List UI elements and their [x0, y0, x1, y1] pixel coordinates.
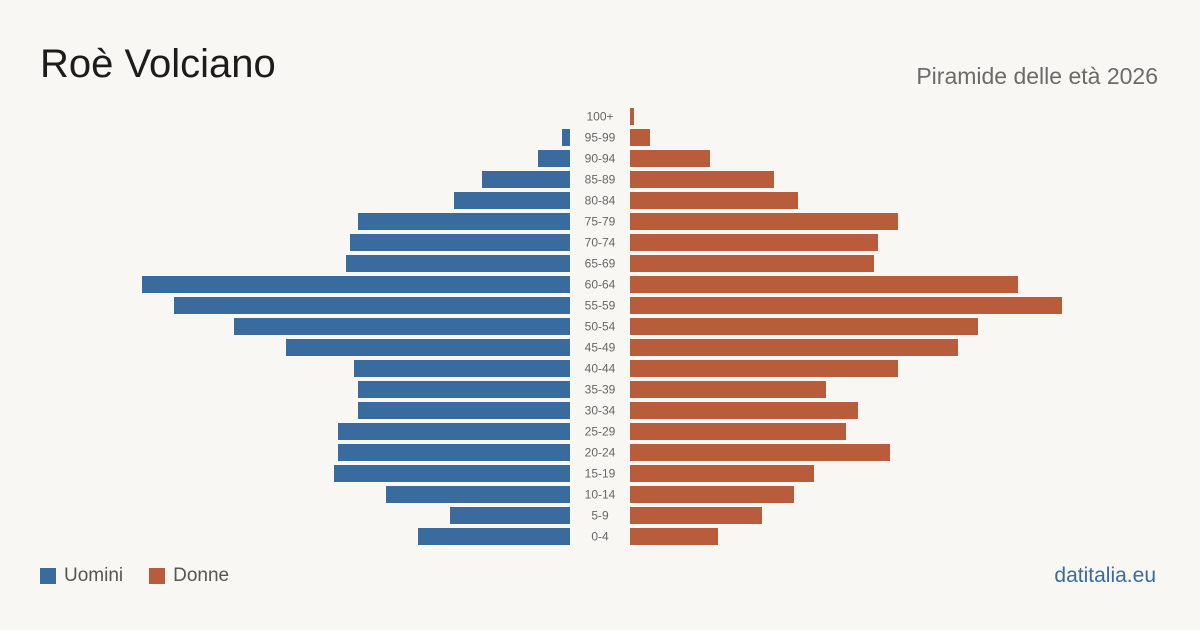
bar-men-0-4	[418, 528, 570, 545]
source-link[interactable]: datitalia.eu	[1054, 564, 1156, 587]
bar-men-30-34	[358, 402, 570, 419]
bar-men-5-9	[450, 507, 570, 524]
age-label-80-84: 80-84	[585, 194, 616, 208]
bar-women-30-34	[630, 402, 858, 419]
bar-women-20-24	[630, 444, 890, 461]
bar-men-50-54	[234, 318, 570, 335]
bar-women-15-19	[630, 465, 814, 482]
bar-men-55-59	[174, 297, 570, 314]
legend: Uomini Donne	[40, 565, 255, 587]
bar-men-75-79	[358, 213, 570, 230]
age-label-25-29: 25-29	[585, 425, 616, 439]
age-label-65-69: 65-69	[585, 257, 616, 271]
age-label-85-89: 85-89	[585, 173, 616, 187]
age-label-45-49: 45-49	[585, 341, 616, 355]
bar-women-65-69	[630, 255, 874, 272]
age-label-55-59: 55-59	[585, 299, 616, 313]
legend-swatch-women	[149, 568, 166, 584]
bar-women-100+	[630, 108, 634, 125]
chart-subtitle: Piramide delle età 2026	[916, 63, 1158, 89]
bar-women-5-9	[630, 507, 762, 524]
bar-women-70-74	[630, 234, 878, 251]
age-label-35-39: 35-39	[585, 383, 616, 397]
age-label-10-14: 10-14	[585, 488, 616, 502]
age-label-75-79: 75-79	[585, 215, 616, 229]
bar-men-65-69	[346, 255, 570, 272]
bar-women-40-44	[630, 360, 898, 377]
age-label-5-9: 5-9	[591, 509, 609, 523]
bar-women-95-99	[630, 129, 650, 146]
bar-women-60-64	[630, 276, 1018, 293]
bar-men-85-89	[482, 171, 570, 188]
bar-men-10-14	[386, 486, 570, 503]
bar-women-10-14	[630, 486, 794, 503]
age-label-90-94: 90-94	[585, 152, 616, 166]
bar-men-45-49	[286, 339, 570, 356]
bar-women-80-84	[630, 192, 798, 209]
legend-item-women: Donne	[149, 565, 229, 587]
age-label-70-74: 70-74	[585, 236, 616, 250]
bar-women-55-59	[630, 297, 1062, 314]
bar-men-15-19	[334, 465, 570, 482]
bar-men-90-94	[538, 150, 570, 167]
bar-women-25-29	[630, 423, 846, 440]
bar-women-90-94	[630, 150, 710, 167]
age-label-95-99: 95-99	[585, 131, 616, 145]
bar-women-75-79	[630, 213, 898, 230]
legend-swatch-men	[40, 568, 56, 584]
legend-item-men: Uomini	[40, 565, 123, 587]
bar-men-35-39	[358, 381, 570, 398]
bar-women-35-39	[630, 381, 826, 398]
bar-men-60-64	[142, 276, 570, 293]
page-title: Roè Volciano	[40, 42, 276, 86]
age-label-100+: 100+	[586, 110, 613, 124]
bar-men-70-74	[350, 234, 570, 251]
legend-label-men: Uomini	[64, 565, 124, 586]
bar-women-45-49	[630, 339, 958, 356]
age-label-30-34: 30-34	[585, 404, 616, 418]
age-label-60-64: 60-64	[585, 278, 616, 292]
age-label-0-4: 0-4	[591, 530, 609, 544]
bar-men-95-99	[562, 129, 570, 146]
age-label-50-54: 50-54	[585, 320, 616, 334]
bar-men-20-24	[338, 444, 570, 461]
bar-men-25-29	[338, 423, 570, 440]
bar-women-50-54	[630, 318, 978, 335]
age-label-15-19: 15-19	[585, 467, 616, 481]
age-label-20-24: 20-24	[585, 446, 616, 460]
bar-men-80-84	[454, 192, 570, 209]
age-label-40-44: 40-44	[585, 362, 616, 376]
bar-women-85-89	[630, 171, 774, 188]
legend-label-women: Donne	[173, 565, 230, 586]
bar-women-0-4	[630, 528, 718, 545]
bar-men-40-44	[354, 360, 570, 377]
